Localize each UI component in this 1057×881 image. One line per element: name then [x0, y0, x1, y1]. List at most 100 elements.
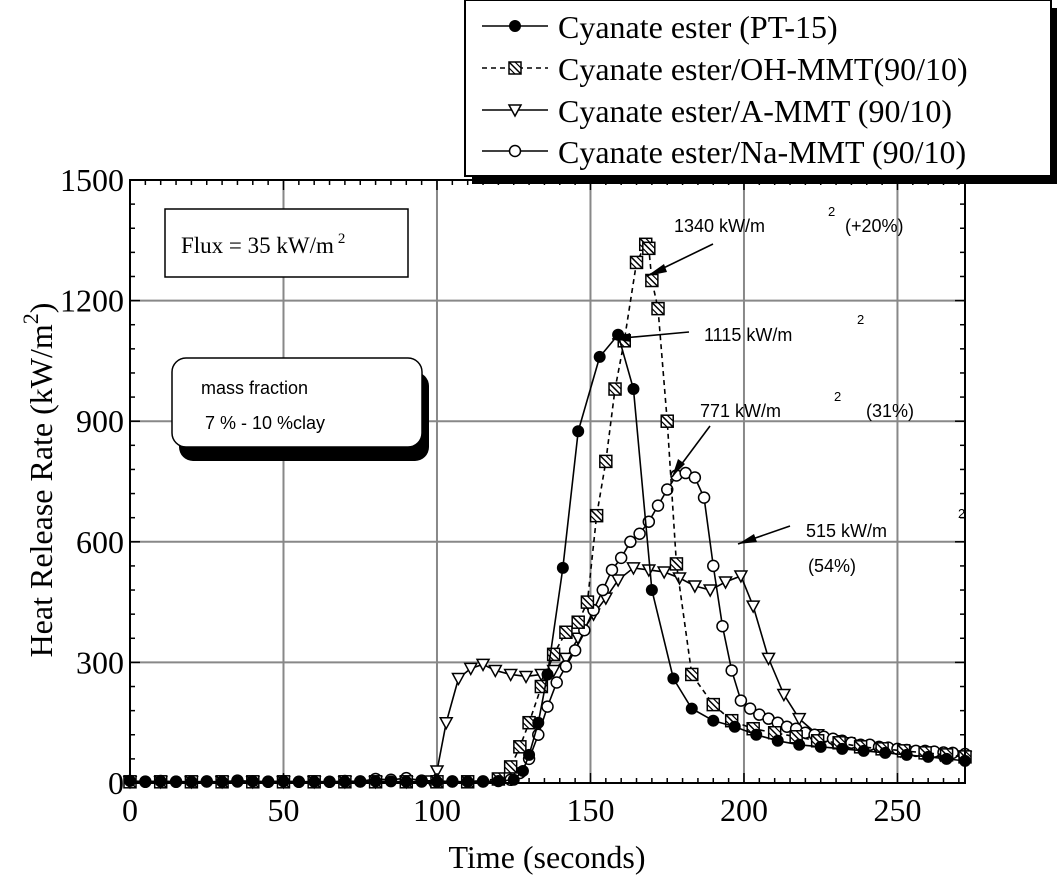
data-point-3: [624, 535, 637, 549]
data-point-1-hatch: [685, 667, 699, 681]
annotation-1340-value: 1340 kW/m: [674, 216, 765, 236]
x-tick-label: 100: [413, 792, 461, 828]
x-tick-label: 150: [566, 792, 614, 828]
data-point-0: [857, 744, 870, 757]
annotations: 1340 kW/m 2 (+20%) 1115 kW/m 2 771 kW/m …: [611, 204, 965, 576]
data-point-1-hatch: [629, 255, 644, 269]
y-tick-label: 300: [76, 644, 124, 680]
y-tick-label: 0: [108, 765, 124, 801]
data-point-1-hatch: [669, 557, 683, 571]
mass-fraction-line1: mass fraction: [201, 378, 308, 398]
data-point-1-hatch: [642, 241, 656, 255]
data-point-0: [532, 716, 545, 729]
legend-label-0: Cyanate ester (PT-15): [558, 9, 838, 45]
data-point-0: [940, 752, 953, 765]
data-point-1-hatch: [670, 563, 677, 571]
data-point-0: [516, 764, 529, 777]
data-point-1-hatch: [547, 647, 561, 661]
data-point-1-hatch: [657, 302, 665, 310]
data-point-3: [614, 551, 628, 565]
data-point-1-hatch: [645, 280, 653, 287]
data-point-1-hatch: [540, 680, 548, 687]
data-point-0: [900, 748, 913, 761]
data-point-3: [633, 527, 646, 541]
data-point-3: [596, 583, 610, 597]
data-point-1-hatch: [519, 740, 527, 748]
data-point-2: [718, 576, 733, 590]
data-point-1-hatch: [596, 509, 604, 517]
y-axis-label-sup: 2: [18, 313, 43, 324]
legend-marker-1: [508, 61, 522, 75]
data-point-1-hatch: [795, 730, 803, 738]
data-point-1-hatch: [666, 414, 674, 422]
y-axis-label: Heat Release Rate (kW/m2): [18, 303, 59, 658]
data-point-1: [608, 382, 622, 396]
annotation-771-extra: (31%): [866, 401, 914, 421]
data-point-1: [669, 557, 684, 571]
data-point-0: [645, 584, 658, 597]
data-point-1-hatch: [946, 748, 954, 756]
data-point-2: [475, 658, 491, 672]
data-point-0: [627, 383, 640, 396]
data-point-3: [725, 664, 738, 677]
annotation-1340-sup: 2: [828, 204, 835, 219]
data-point-1-hatch: [605, 454, 613, 462]
annotation-1115-sup: 2: [857, 312, 864, 327]
data-point-1-hatch: [676, 557, 683, 565]
data-point-2: [745, 600, 761, 614]
data-point-0: [771, 734, 784, 747]
data-point-1-hatch: [571, 621, 579, 629]
annotation-515-sup: 2: [958, 506, 965, 521]
data-point-1-hatch: [817, 734, 825, 742]
data-point-1-hatch: [752, 722, 760, 730]
x-tick-label: 50: [267, 792, 299, 828]
data-point-2: [503, 668, 518, 683]
data-point-2: [610, 574, 626, 588]
legend-items: Cyanate ester (PT-15) Cyanate ester/OH-MM…: [482, 9, 968, 170]
data-point-1: [685, 667, 699, 682]
y-tick-label: 1200: [60, 283, 124, 319]
data-point-1-hatch: [553, 647, 561, 655]
data-point-1-hatch: [731, 714, 739, 722]
data-point-1-hatch: [630, 261, 637, 269]
annotation-1340: 1340 kW/m 2 (+20%): [646, 204, 904, 277]
y-tick-label: 600: [76, 524, 124, 560]
annotation-1115-value: 1115 kW/m: [704, 325, 792, 345]
data-point-1: [706, 697, 721, 712]
data-point-0: [793, 738, 806, 751]
series-line-1: [130, 242, 966, 783]
data-point-0: [814, 740, 827, 753]
data-point-1-hatch: [590, 509, 604, 523]
annotation-771: 771 kW/m 2 (31%): [671, 389, 914, 478]
data-point-2: [438, 716, 454, 731]
data-point-1-hatch: [510, 760, 518, 768]
legend-marker-1-hatch: [514, 61, 522, 69]
x-tick-label: 250: [873, 792, 921, 828]
flux-box-sup: 2: [338, 231, 346, 247]
data-point-0: [541, 668, 554, 681]
data-point-3: [605, 563, 619, 577]
data-point-3: [541, 700, 554, 713]
data-point-2: [488, 664, 503, 679]
data-point-1-hatch: [651, 308, 659, 316]
data-point-1-hatch: [651, 274, 659, 281]
data-point-1: [513, 740, 527, 754]
data-point-1-hatch: [774, 726, 782, 734]
legend-label-2: Cyanate ester/A-MMT (90/10): [558, 93, 952, 129]
annotation-515-value: 515 kW/m: [806, 521, 887, 541]
data-point-1-hatch: [660, 414, 674, 428]
legend-marker-1-hatch: [508, 67, 516, 75]
data-point-1-hatch: [504, 766, 512, 774]
data-point-1: [599, 454, 613, 469]
data-point-3: [559, 660, 573, 673]
data-point-0: [556, 561, 569, 574]
data-point-1: [642, 241, 656, 256]
data-point-1-hatch: [590, 515, 598, 523]
data-point-2: [761, 652, 776, 666]
y-tick-label: 1500: [60, 162, 124, 198]
data-point-0: [750, 728, 763, 741]
data-point-1: [503, 760, 518, 774]
annotation-771-value: 771 kW/m: [700, 401, 781, 421]
data-point-2: [451, 672, 466, 687]
